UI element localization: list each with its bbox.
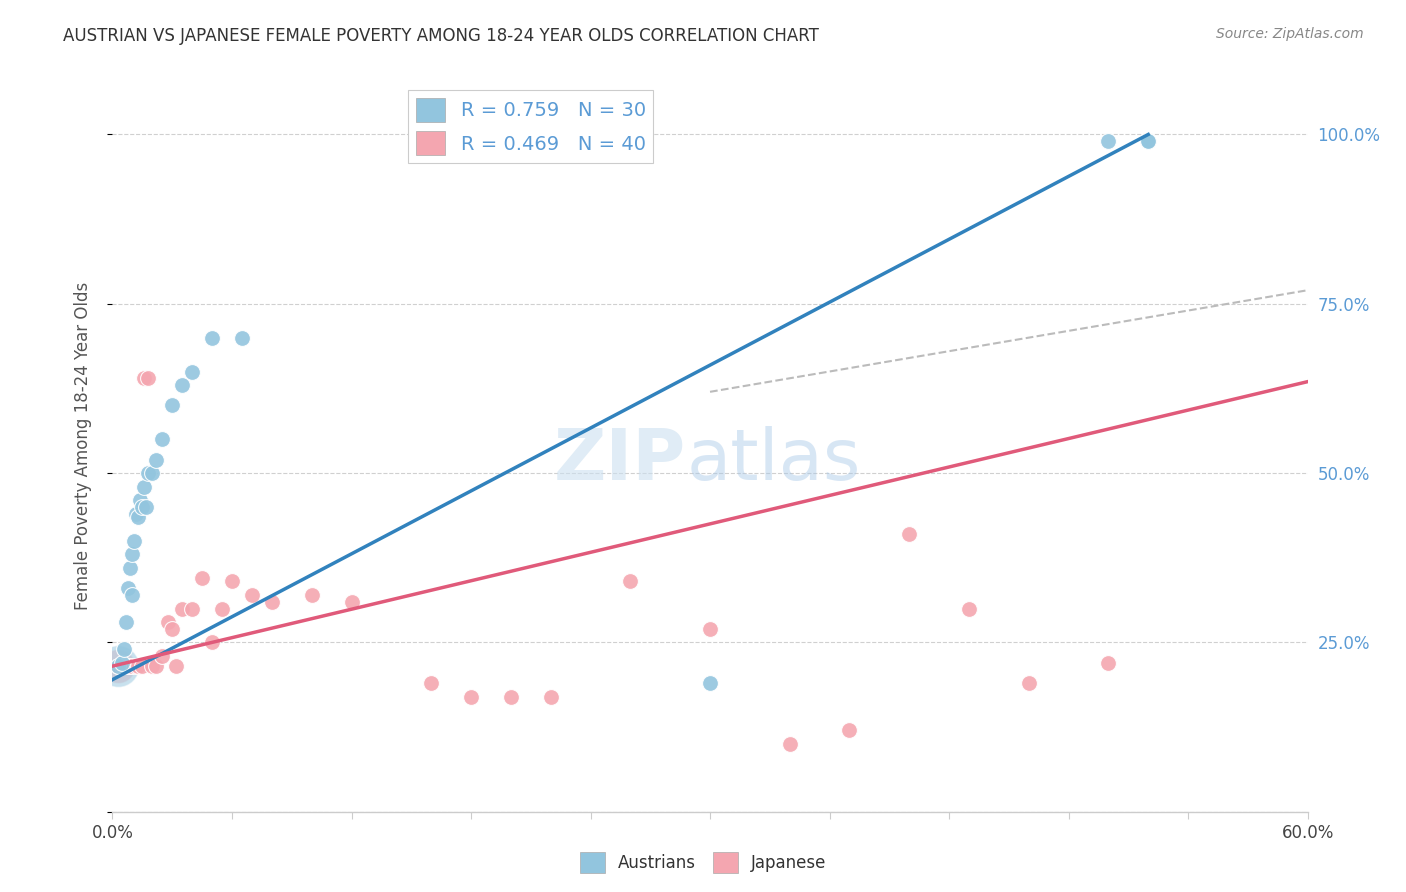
Y-axis label: Female Poverty Among 18-24 Year Olds: Female Poverty Among 18-24 Year Olds [73, 282, 91, 610]
Point [211, 601, 233, 615]
Point [121, 547, 143, 561]
Point [260, 595, 283, 609]
Point [145, 452, 167, 467]
Point [1097, 656, 1119, 670]
Point [699, 676, 721, 690]
Point [115, 615, 138, 629]
Point [231, 331, 253, 345]
Point [499, 690, 522, 704]
Point [120, 561, 142, 575]
Point [114, 659, 135, 673]
Point [127, 659, 149, 673]
Point [125, 507, 148, 521]
Point [162, 398, 183, 412]
Point [131, 659, 153, 673]
Point [1137, 134, 1160, 148]
Point [107, 659, 129, 673]
Point [120, 659, 142, 673]
Text: ZIP: ZIP [554, 426, 686, 495]
Point [221, 574, 243, 589]
Point [240, 588, 263, 602]
Point [131, 500, 153, 514]
Point [1137, 134, 1160, 148]
Point [129, 493, 152, 508]
Point [124, 533, 146, 548]
Text: Source: ZipAtlas.com: Source: ZipAtlas.com [1216, 27, 1364, 41]
Point [340, 595, 363, 609]
Point [111, 659, 134, 673]
Point [134, 371, 156, 385]
Point [957, 601, 980, 615]
Point [1137, 134, 1160, 148]
Point [191, 571, 214, 585]
Point [838, 723, 860, 738]
Point [420, 676, 443, 690]
Point [117, 659, 139, 673]
Point [181, 601, 204, 615]
Point [460, 690, 482, 704]
Point [150, 432, 173, 446]
Point [301, 588, 323, 602]
Point [134, 480, 156, 494]
Point [172, 378, 194, 392]
Point [107, 659, 129, 673]
Point [115, 659, 138, 673]
Point [141, 466, 163, 480]
Point [1018, 676, 1040, 690]
Point [1137, 134, 1160, 148]
Point [141, 659, 163, 673]
Point [540, 690, 562, 704]
Point [111, 656, 134, 670]
Legend: Austrians, Japanese: Austrians, Japanese [574, 846, 832, 880]
Point [138, 466, 160, 480]
Point [201, 635, 224, 649]
Point [165, 659, 187, 673]
Point [135, 500, 157, 514]
Point [138, 371, 160, 385]
Point [121, 588, 143, 602]
Point [150, 648, 173, 663]
Point [117, 581, 139, 595]
Legend: R = 0.759   N = 30, R = 0.469   N = 40: R = 0.759 N = 30, R = 0.469 N = 40 [408, 90, 654, 162]
Point [107, 659, 129, 673]
Point [145, 659, 167, 673]
Point [157, 615, 180, 629]
Point [1097, 134, 1119, 148]
Text: AUSTRIAN VS JAPANESE FEMALE POVERTY AMONG 18-24 YEAR OLDS CORRELATION CHART: AUSTRIAN VS JAPANESE FEMALE POVERTY AMON… [63, 27, 820, 45]
Point [898, 527, 921, 541]
Text: atlas: atlas [686, 426, 860, 495]
Point [162, 622, 183, 636]
Point [699, 622, 721, 636]
Point [181, 364, 204, 378]
Point [127, 510, 149, 524]
Point [114, 642, 135, 657]
Point [619, 574, 641, 589]
Point [172, 601, 194, 615]
Point [107, 659, 129, 673]
Point [121, 659, 143, 673]
Point [201, 331, 224, 345]
Point [779, 737, 801, 751]
Point [125, 659, 148, 673]
